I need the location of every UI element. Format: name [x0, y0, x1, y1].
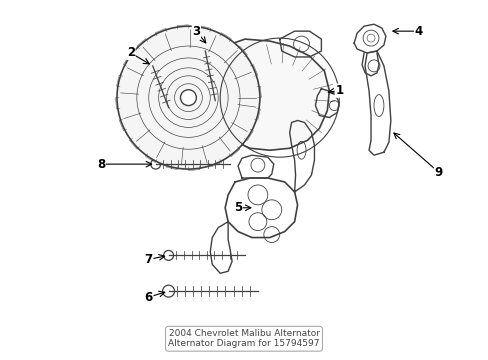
Text: 6: 6	[144, 291, 153, 303]
Text: 1: 1	[334, 84, 343, 97]
Text: 4: 4	[414, 24, 422, 38]
Text: 3: 3	[192, 24, 200, 38]
Text: 2004 Chevrolet Malibu Alternator
Alternator Diagram for 15794597: 2004 Chevrolet Malibu Alternator Alterna…	[168, 329, 319, 348]
Text: 5: 5	[233, 201, 242, 214]
Text: 8: 8	[97, 158, 105, 171]
Text: 9: 9	[433, 166, 442, 179]
Polygon shape	[210, 39, 328, 150]
Circle shape	[117, 26, 259, 169]
Text: 2: 2	[126, 46, 135, 59]
Text: 7: 7	[144, 253, 152, 266]
Circle shape	[180, 90, 196, 105]
